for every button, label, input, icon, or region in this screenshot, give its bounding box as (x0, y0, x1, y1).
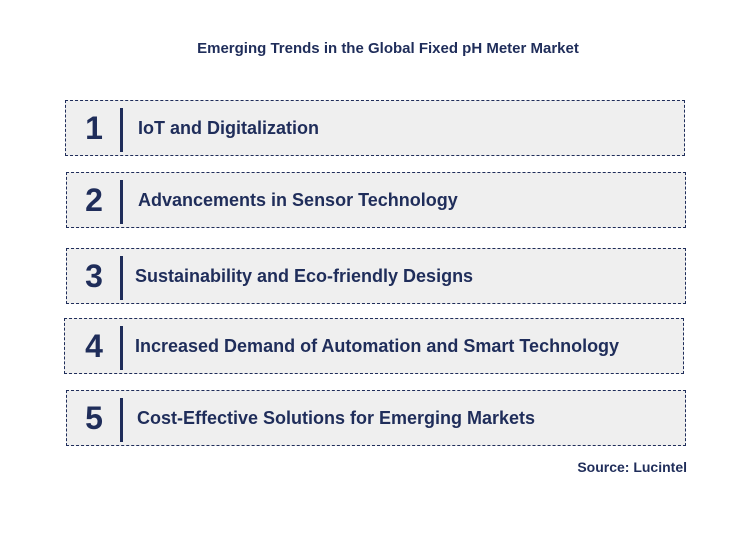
trend-divider (120, 326, 123, 370)
trend-number: 4 (85, 327, 103, 364)
diagram-title: Emerging Trends in the Global Fixed pH M… (197, 40, 579, 57)
trend-label: Increased Demand of Automation and Smart… (135, 335, 620, 356)
trend-item-5: 5 Cost-Effective Solutions for Emerging … (66, 390, 686, 446)
trend-divider (120, 108, 123, 152)
trend-item-2: 2 Advancements in Sensor Technology (66, 172, 686, 228)
trend-divider (120, 398, 123, 442)
trend-label: IoT and Digitalization (138, 117, 319, 138)
trend-label: Advancements in Sensor Technology (138, 189, 458, 210)
trend-divider (120, 180, 123, 224)
trend-divider (120, 256, 123, 300)
trend-label: Cost-Effective Solutions for Emerging Ma… (137, 407, 536, 428)
trend-number: 5 (85, 399, 103, 436)
trend-item-1: 1 IoT and Digitalization (65, 100, 685, 156)
source-credit: Source: Lucintel (577, 459, 687, 475)
trend-item-4: 4 Increased Demand of Automation and Sma… (64, 318, 684, 374)
trend-number: 1 (85, 109, 103, 146)
trend-label: Sustainability and Eco-friendly Designs (135, 265, 474, 286)
trend-number: 3 (85, 257, 103, 294)
trend-item-3: 3 Sustainability and Eco-friendly Design… (66, 248, 686, 304)
trend-number: 2 (85, 181, 103, 218)
